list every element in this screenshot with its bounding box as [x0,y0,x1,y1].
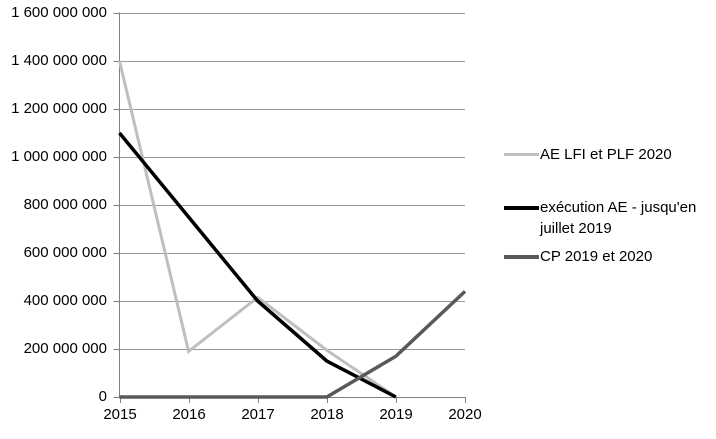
legend-line-sample-icon [504,153,539,156]
x-tick-label: 2017 [241,406,275,423]
legend-line-sample-icon [504,255,539,259]
y-tick-label: 1 000 000 000 [11,148,107,165]
x-tick-label: 2020 [448,406,482,423]
x-tick-label: 2016 [172,406,206,423]
y-tick-label: 800 000 000 [23,196,107,213]
x-tick-label: 2018 [310,406,344,423]
y-tick-label: 1 200 000 000 [11,100,107,117]
y-tick-label: 200 000 000 [23,340,107,357]
legend-label: exécution AE - jusqu'en juillet 2019 [540,199,697,237]
series-line-1 [118,131,397,399]
y-tick-label: 1 400 000 000 [11,52,107,69]
series-line-0 [118,60,397,399]
y-tick-label: 1 600 000 000 [11,4,107,21]
legend-label: CP 2019 et 2020 [540,248,653,265]
y-tick-label: 400 000 000 [23,292,107,309]
x-tick-label: 2019 [379,406,413,423]
legend-line-sample-icon [504,206,539,210]
legend-label: AE LFI et PLF 2020 [540,146,672,163]
legend-item-execution-ae: exécution AE - jusqu'en juillet 2019 [504,197,706,239]
y-tick-label: 600 000 000 [23,244,107,261]
legend-item-ae-lfi-plf: AE LFI et PLF 2020 [504,144,672,165]
series-line-2 [119,290,467,399]
x-tick-label: 2015 [103,406,137,423]
y-tick-label: 0 [98,388,107,405]
legend-item-cp: CP 2019 et 2020 [504,246,652,267]
